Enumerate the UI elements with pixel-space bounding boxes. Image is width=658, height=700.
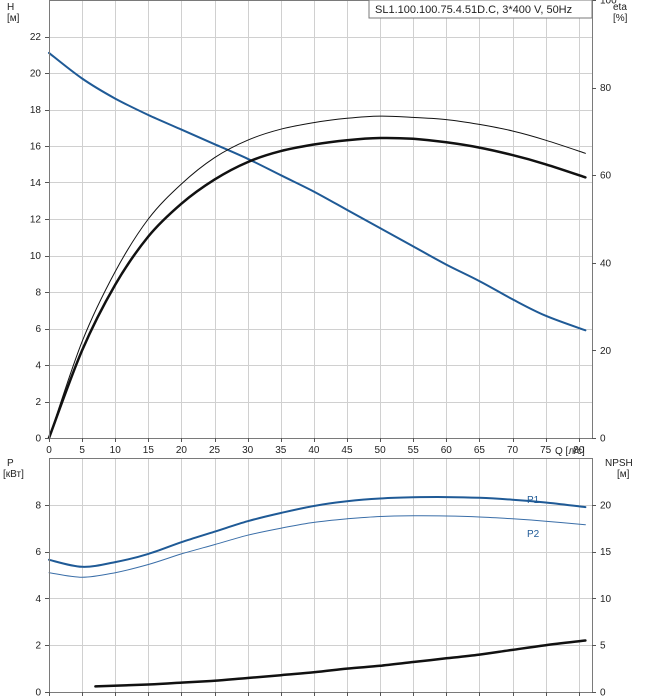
top-right-tick-label: 100 xyxy=(600,0,617,7)
bottom-chart-axes: 0 2 4 6 8 0 5 10 15 20 xyxy=(35,458,612,699)
top-right-axis-label: eta xyxy=(613,2,627,13)
top-left-tick-label: 8 xyxy=(35,288,41,299)
top-x-tick-label: 65 xyxy=(474,445,486,456)
bottom-left-tick-label: 6 xyxy=(35,547,41,558)
legend-frame xyxy=(368,0,593,19)
series-label-p2: P2 xyxy=(527,529,540,540)
bottom-left-tick-label: 2 xyxy=(35,641,41,652)
top-left-axis-unit: [м] xyxy=(7,13,20,24)
top-x-tick-label: 70 xyxy=(507,445,519,456)
top-x-tick-label: 75 xyxy=(540,445,552,456)
top-x-tick-label: 50 xyxy=(375,445,387,456)
bottom-series-line-0 xyxy=(48,496,587,568)
bottom-series-line-1 xyxy=(48,515,586,578)
bottom-right-tick-label: 15 xyxy=(600,547,612,558)
top-series-line-1 xyxy=(48,115,586,439)
top-x-tick-label: 60 xyxy=(441,445,453,456)
top-x-tick-label: 40 xyxy=(308,445,320,456)
top-left-tick-label: 14 xyxy=(30,178,42,189)
legend-box: SL1.100.100.75.4.51D.C, 3*400 V, 50Hz xyxy=(368,0,593,19)
top-series-line-2 xyxy=(47,136,587,440)
bottom-right-tick-label: 20 xyxy=(600,500,612,511)
bottom-right-axis-label: NPSH xyxy=(605,458,633,469)
bottom-right-tick-label: 10 xyxy=(600,594,612,605)
top-left-tick-label: 16 xyxy=(30,142,42,153)
top-right-tick-label: 80 xyxy=(600,83,612,94)
bottom-right-tick-label: 5 xyxy=(600,641,606,652)
top-x-tick-label: 80 xyxy=(573,445,585,456)
top-x-tick-label: 45 xyxy=(341,445,353,456)
top-x-tick-label: 25 xyxy=(209,445,221,456)
top-right-tick-label: 0 xyxy=(600,434,606,445)
top-x-tick-label: 20 xyxy=(176,445,188,456)
bottom-left-tick-label: 8 xyxy=(35,500,41,511)
top-x-tick-label: 15 xyxy=(143,445,155,456)
bottom-chart-grid xyxy=(49,458,592,693)
top-left-tick-label: 10 xyxy=(30,251,42,262)
top-left-tick-label: 2 xyxy=(35,397,41,408)
top-x-tick-label: 0 xyxy=(46,445,52,456)
top-x-tick-label: 30 xyxy=(242,445,254,456)
top-series-line-0 xyxy=(48,51,587,332)
bottom-left-tick-label: 4 xyxy=(35,594,41,605)
top-left-axis-label: H xyxy=(7,2,14,13)
bottom-right-axis-unit: [м] xyxy=(617,469,630,480)
top-left-tick-label: 18 xyxy=(30,105,42,116)
top-plot-frame xyxy=(49,0,593,439)
bottom-left-axis-label: P xyxy=(7,458,14,469)
top-right-tick-label: 40 xyxy=(600,258,612,269)
bottom-plot-frame xyxy=(49,458,593,693)
bottom-left-axis-unit: [кВт] xyxy=(3,469,24,480)
top-left-tick-label: 6 xyxy=(35,324,41,335)
top-left-tick-label: 20 xyxy=(30,69,42,80)
series-label-p1: P1 xyxy=(527,495,540,506)
top-x-tick-label: 35 xyxy=(275,445,287,456)
top-x-tick-label: 10 xyxy=(110,445,122,456)
legend-title: SL1.100.100.75.4.51D.C, 3*400 V, 50Hz xyxy=(375,4,572,16)
bottom-chart-series xyxy=(48,496,587,688)
x-axis-label: Q [л/с] xyxy=(555,446,585,457)
top-right-tick-label: 60 xyxy=(600,171,612,182)
top-left-tick-label: 22 xyxy=(30,32,42,43)
top-left-tick-label: 4 xyxy=(35,361,41,372)
top-left-tick-label: 12 xyxy=(30,215,42,226)
top-chart-series xyxy=(47,51,587,440)
top-chart-axes: 0 2 4 6 8 10 12 14 16 18 20 22 0 20 40 60 80 100 0 5 10 15 20 2… xyxy=(30,0,617,456)
bottom-series-line-2 xyxy=(94,639,587,688)
top-right-axis-unit: [%] xyxy=(613,13,628,24)
bottom-right-tick-label: 0 xyxy=(600,688,606,699)
top-x-tick-label: 55 xyxy=(408,445,420,456)
top-chart-grid xyxy=(49,0,592,439)
bottom-left-tick-label: 0 xyxy=(35,688,41,699)
top-right-tick-label: 20 xyxy=(600,346,612,357)
top-x-tick-label: 5 xyxy=(79,445,85,456)
top-left-tick-label: 0 xyxy=(35,434,41,445)
